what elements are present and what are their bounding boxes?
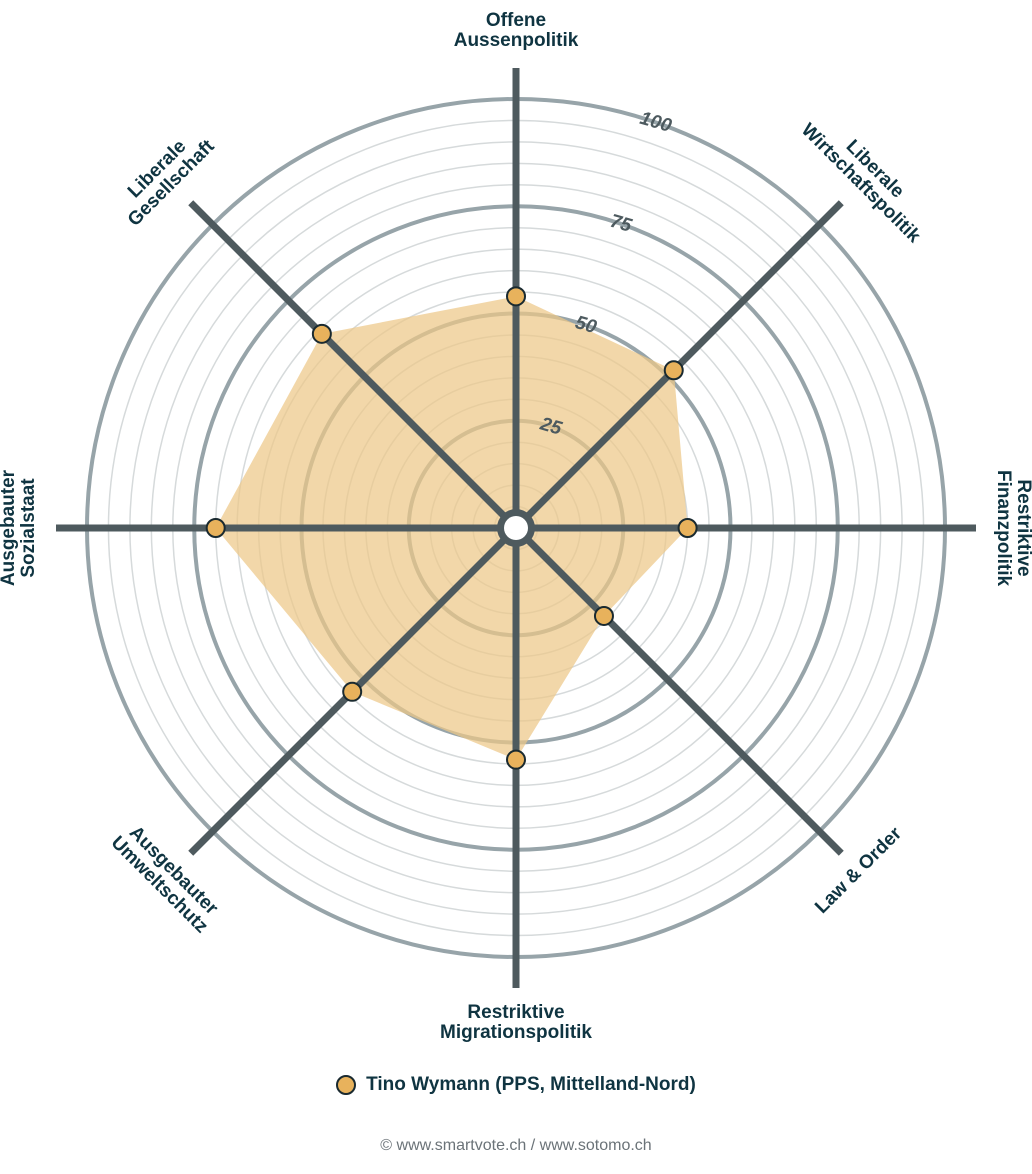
legend-marker-icon bbox=[336, 1075, 357, 1095]
axis-label: Offene bbox=[486, 10, 546, 31]
tick-label-100: 100 bbox=[638, 108, 675, 137]
data-point bbox=[593, 605, 614, 626]
copyright-footer: © www.smartvote.ch / www.sotomo.ch bbox=[380, 1137, 652, 1154]
axis-label: Restriktive bbox=[1013, 479, 1032, 576]
axis-label: Sozialstaat bbox=[18, 478, 39, 578]
center-marker bbox=[497, 509, 535, 547]
legend-label: Tino Wymann (PPS, Mittelland-Nord) bbox=[366, 1074, 696, 1095]
data-point bbox=[205, 518, 226, 538]
legend: Tino Wymann (PPS, Mittelland-Nord) bbox=[0, 1074, 1032, 1096]
data-point bbox=[506, 286, 526, 307]
center-ring-inner bbox=[504, 516, 528, 540]
axis-spoke bbox=[513, 525, 844, 856]
tick-label-75: 75 bbox=[608, 211, 635, 237]
axis-label: Finanzpolitik bbox=[993, 470, 1014, 587]
axis-label: Migrationspolitik bbox=[440, 1022, 592, 1043]
axis-label: Aussenpolitik bbox=[454, 30, 579, 51]
axis-label-group: Ausgebauter Sozialstaat bbox=[0, 469, 39, 586]
data-point bbox=[342, 681, 363, 702]
series-points bbox=[205, 286, 698, 770]
axis-spoke bbox=[188, 200, 519, 531]
data-point bbox=[311, 323, 332, 344]
data-point bbox=[506, 749, 526, 770]
data-point bbox=[663, 360, 684, 381]
data-point bbox=[677, 518, 698, 538]
axis-label: Restriktive bbox=[467, 1002, 564, 1023]
axis-label: Ausgebauter bbox=[0, 469, 19, 586]
